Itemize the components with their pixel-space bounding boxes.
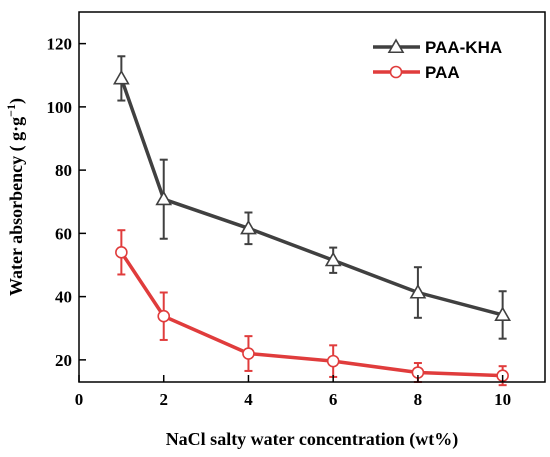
- y-tick-label: 80: [55, 161, 72, 180]
- x-tick-label: 10: [494, 390, 511, 409]
- y-tick-label: 40: [55, 288, 72, 307]
- x-tick-label: 2: [159, 390, 168, 409]
- y-axis-title-main: Water absorbency ( g·g: [6, 117, 27, 296]
- data-point: [242, 347, 255, 360]
- plot-frame: [78, 11, 546, 383]
- y-tick-label: 100: [47, 98, 73, 117]
- legend-marker: [389, 65, 403, 79]
- legend-label: PAA: [425, 63, 460, 82]
- series-line: [119, 77, 504, 317]
- y-axis-title-end: ): [6, 98, 27, 104]
- legend: PAA-KHA PAA: [373, 38, 502, 82]
- data-point: [115, 246, 128, 259]
- x-tick-label: 4: [244, 390, 253, 409]
- data-point: [494, 306, 512, 322]
- data-point: [240, 219, 257, 235]
- x-axis-title: NaCl salty water concentration (wt%): [166, 429, 459, 450]
- x-tick-label: 8: [414, 390, 423, 409]
- legend-item-paa-kha: PAA-KHA: [373, 38, 502, 57]
- y-axis-title: Water absorbency ( g·g−1): [4, 98, 27, 296]
- series-paa-kha: [112, 55, 512, 340]
- y-tick-label: 120: [47, 35, 73, 54]
- data-point: [112, 69, 130, 85]
- y-axis-title-sup: −1: [4, 104, 18, 117]
- data-point: [155, 190, 173, 206]
- legend-marker: [387, 38, 405, 54]
- y-tick-label: 20: [55, 351, 72, 370]
- x-tick-label: 0: [75, 390, 84, 409]
- data-point: [157, 309, 171, 323]
- data-point: [326, 354, 340, 368]
- axis-ticks: 0 2 4 6 8 10 20 40 60 80 100 120: [47, 35, 512, 409]
- x-tick-label: 6: [329, 390, 338, 409]
- legend-label: PAA-KHA: [425, 38, 502, 57]
- data-point: [324, 251, 342, 267]
- series-line: [119, 251, 503, 378]
- y-tick-label: 60: [55, 224, 72, 243]
- legend-item-paa: PAA: [373, 63, 460, 82]
- plot-marks: [112, 55, 512, 387]
- data-point: [409, 283, 427, 299]
